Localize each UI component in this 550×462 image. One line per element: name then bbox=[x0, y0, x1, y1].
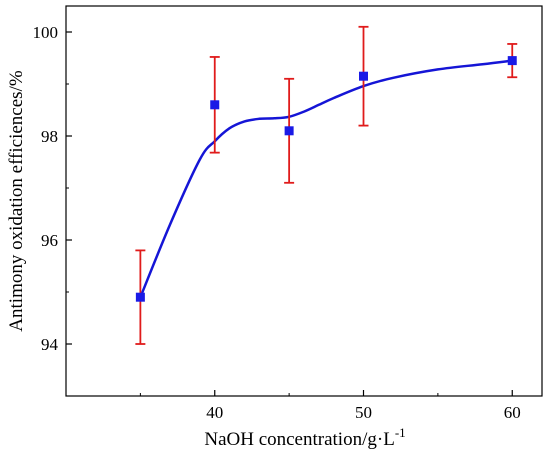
y-axis-label: Antimony oxidation efficiences/% bbox=[6, 70, 27, 332]
y-tick-label: 100 bbox=[33, 23, 59, 42]
y-tick-label: 96 bbox=[41, 231, 58, 250]
fit-curve bbox=[139, 59, 513, 298]
x-axis-ticks: 40 50 60 bbox=[139, 390, 521, 422]
data-point bbox=[507, 56, 517, 66]
y-axis-ticks: 94 96 98 100 bbox=[33, 23, 72, 397]
fit-curve-layer bbox=[139, 59, 513, 298]
x-axis-label: NaOH concentration/g·L-1 bbox=[204, 425, 405, 450]
data-point-layer bbox=[135, 56, 517, 302]
data-point bbox=[210, 100, 220, 110]
y-tick-label: 98 bbox=[41, 127, 58, 146]
data-point bbox=[284, 126, 294, 136]
x-tick-label: 40 bbox=[206, 403, 223, 422]
x-axis-label-text: NaOH concentration/g·L bbox=[204, 429, 394, 450]
data-point bbox=[359, 71, 368, 81]
error-bar-layer bbox=[135, 25, 518, 345]
plot-frame bbox=[65, 5, 543, 397]
y-tick-label: 94 bbox=[41, 335, 59, 354]
data-point bbox=[135, 292, 145, 302]
x-tick-label: 60 bbox=[504, 403, 521, 422]
x-axis-label-superscript: -1 bbox=[395, 425, 406, 440]
x-tick-label: 50 bbox=[355, 403, 372, 422]
